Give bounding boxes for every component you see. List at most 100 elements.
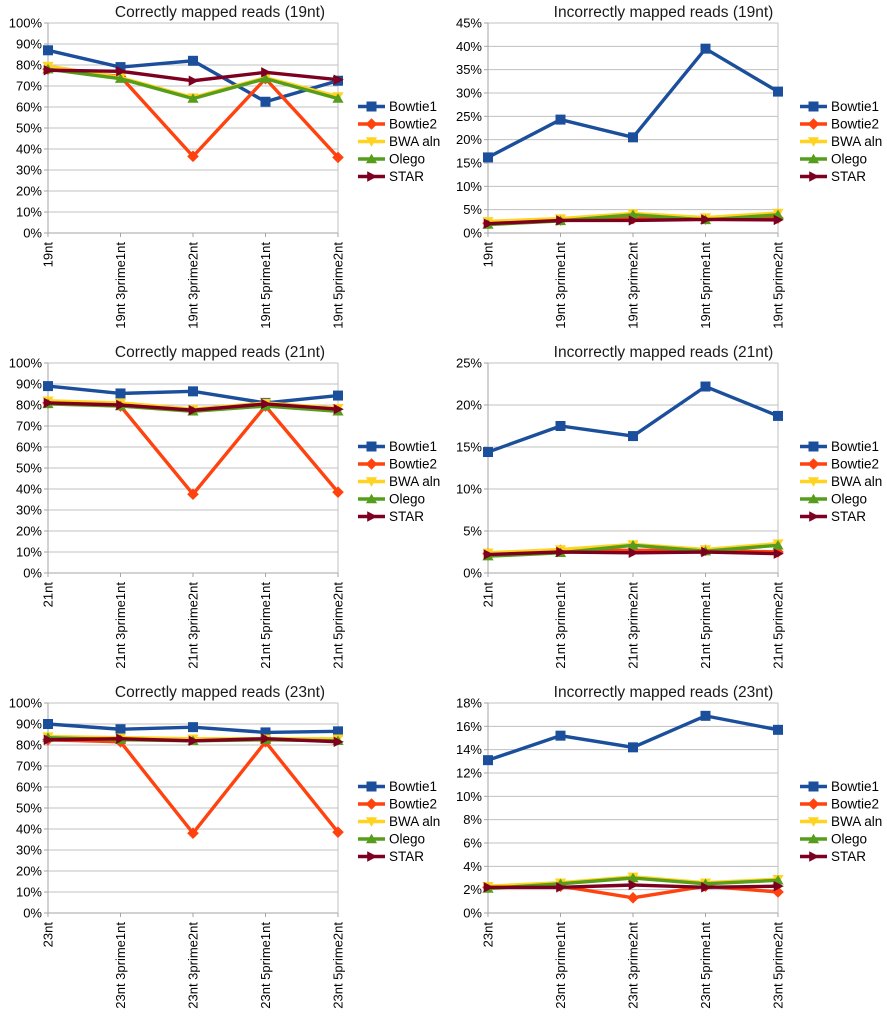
arrow-right-marker-icon	[333, 74, 344, 85]
y-axis-label: 5%	[463, 202, 482, 217]
x-axis-label: 23nt	[481, 922, 496, 948]
y-axis-label: 90%	[16, 37, 42, 52]
square-marker-icon	[808, 101, 819, 112]
arrow-right-marker-icon	[367, 851, 378, 862]
x-axis-label: 23nt 5prime2nt	[331, 922, 346, 1009]
x-axis-label: 21nt 3prime2nt	[186, 582, 201, 669]
diamond-marker-icon	[187, 488, 199, 501]
legend-item-bowtie2: Bowtie2	[800, 457, 879, 472]
chart-svg: 0% 10% 20% 30% 40% 50% 60% 70% 80% 90% 100% 19nt 19n…	[9, 4, 440, 329]
y-axis-label: 50%	[16, 461, 42, 476]
triangle-up-marker-icon	[627, 872, 639, 883]
x-axis-label: 19nt 5prime1nt	[258, 242, 273, 329]
legend-label: BWA aln	[389, 474, 440, 489]
arrow-right-marker-icon	[367, 511, 378, 522]
triangle-down-marker-icon	[807, 477, 820, 487]
legend-item-bwa-aln: BWA aln	[358, 474, 440, 489]
y-axis-label: 15%	[456, 156, 482, 171]
series-STAR	[43, 397, 344, 416]
legend-item-olego: Olego	[800, 492, 867, 507]
arrow-right-marker-icon	[261, 398, 272, 410]
x-axis-label: 19nt	[41, 242, 56, 268]
chart-svg: 0% 5% 10% 15% 20% 25% 21nt 21nt 3prime1nt 21nt 3…	[456, 344, 882, 669]
square-marker-icon	[628, 431, 638, 442]
legend-label: Bowtie2	[831, 797, 879, 812]
diamond-marker-icon	[365, 118, 378, 130]
y-axis-label: 10%	[16, 205, 42, 220]
chart-correctly-mapped-reads-19nt: 0% 10% 20% 30% 40% 50% 60% 70% 80% 90% 100% 19nt 19n…	[0, 0, 440, 340]
y-axis-label: 12%	[456, 766, 482, 781]
y-axis-label: 25%	[456, 356, 482, 371]
legend-item-olego: Olego	[358, 492, 425, 507]
y-axis-label: 90%	[16, 377, 42, 392]
y-axis-label: 0%	[23, 226, 42, 241]
triangle-up-marker-icon	[365, 833, 378, 844]
triangle-up-marker-icon	[365, 153, 378, 164]
series-Bowtie1	[43, 719, 343, 738]
arrow-right-marker-icon	[701, 546, 712, 558]
chart-incorrectly-mapped-reads-21nt: 0% 5% 10% 15% 20% 25% 21nt 21nt 3prime1nt 21nt 3…	[440, 340, 887, 680]
legend-label: Olego	[389, 492, 425, 507]
legend-item-star: STAR	[358, 849, 424, 864]
legend-label: STAR	[831, 849, 866, 864]
diamond-marker-icon	[807, 798, 820, 810]
arrow-right-marker-icon	[701, 214, 712, 225]
y-axis-label: 6%	[463, 836, 482, 851]
x-axis-label: 23nt 3prime1nt	[553, 922, 568, 1009]
legend-item-bwa-aln: BWA aln	[358, 814, 440, 829]
y-axis-label: 30%	[16, 843, 42, 858]
square-marker-icon	[188, 722, 198, 733]
square-marker-icon	[366, 781, 377, 792]
square-marker-icon	[43, 45, 53, 56]
arrow-right-marker-icon	[628, 547, 639, 559]
y-axis-label: 60%	[16, 440, 42, 455]
legend-item-bowtie1: Bowtie1	[800, 439, 879, 454]
y-axis-label: 15%	[456, 440, 482, 455]
arrow-right-marker-icon	[809, 851, 820, 862]
arrow-right-marker-icon	[116, 66, 127, 77]
square-marker-icon	[773, 410, 783, 421]
arrow-right-marker-icon	[261, 733, 272, 744]
arrow-right-marker-icon	[556, 546, 567, 558]
arrow-right-marker-icon	[43, 65, 54, 76]
legend-item-bowtie2: Bowtie2	[358, 457, 437, 472]
diamond-marker-icon	[332, 151, 344, 164]
square-marker-icon	[773, 86, 783, 97]
triangle-up-marker-icon	[772, 539, 784, 550]
arrow-right-marker-icon	[773, 548, 784, 559]
arrow-right-marker-icon	[367, 171, 378, 182]
x-axis-label: 21nt 3prime1nt	[113, 582, 128, 669]
square-marker-icon	[483, 447, 493, 458]
legend-item-star: STAR	[800, 849, 866, 864]
y-axis-label: 40%	[16, 482, 42, 497]
chart-title: Incorrectly mapped reads (19nt)	[554, 4, 774, 21]
y-axis-label: 14%	[456, 742, 482, 757]
legend-label: Bowtie2	[831, 457, 879, 472]
x-axis-label: 21nt 5prime1nt	[258, 582, 273, 669]
legend-item-bowtie2: Bowtie2	[800, 797, 879, 812]
series-Bowtie1	[483, 381, 783, 458]
arrow-right-marker-icon	[483, 549, 494, 560]
x-axis-label: 21nt 3prime1nt	[553, 582, 568, 669]
legend-item-bowtie2: Bowtie2	[358, 117, 437, 132]
series-Bowtie2	[42, 733, 344, 839]
legend-item-olego: Olego	[800, 832, 867, 847]
triangle-down-marker-icon	[365, 477, 378, 487]
arrow-right-marker-icon	[188, 75, 199, 86]
square-marker-icon	[366, 101, 377, 112]
x-axis-label: 21nt 5prime2nt	[771, 582, 786, 669]
triangle-up-marker-icon	[114, 73, 127, 83]
triangle-up-marker-icon	[365, 493, 378, 504]
y-axis-label: 0%	[23, 566, 42, 581]
arrow-right-marker-icon	[333, 404, 344, 415]
square-marker-icon	[483, 152, 493, 163]
y-axis-label: 0%	[463, 566, 482, 581]
series-line	[487, 384, 779, 454]
series-Bowtie1	[43, 381, 343, 408]
y-axis-label: 25%	[456, 109, 482, 124]
chart-correctly-mapped-reads-23nt: 0% 10% 20% 30% 40% 50% 60% 70% 80% 90% 100% 23nt 23n…	[0, 680, 440, 1019]
y-axis-label: 10%	[456, 482, 482, 497]
x-axis-label: 21nt 3prime2nt	[626, 582, 641, 669]
square-marker-icon	[260, 96, 271, 107]
legend-label: STAR	[389, 169, 424, 184]
